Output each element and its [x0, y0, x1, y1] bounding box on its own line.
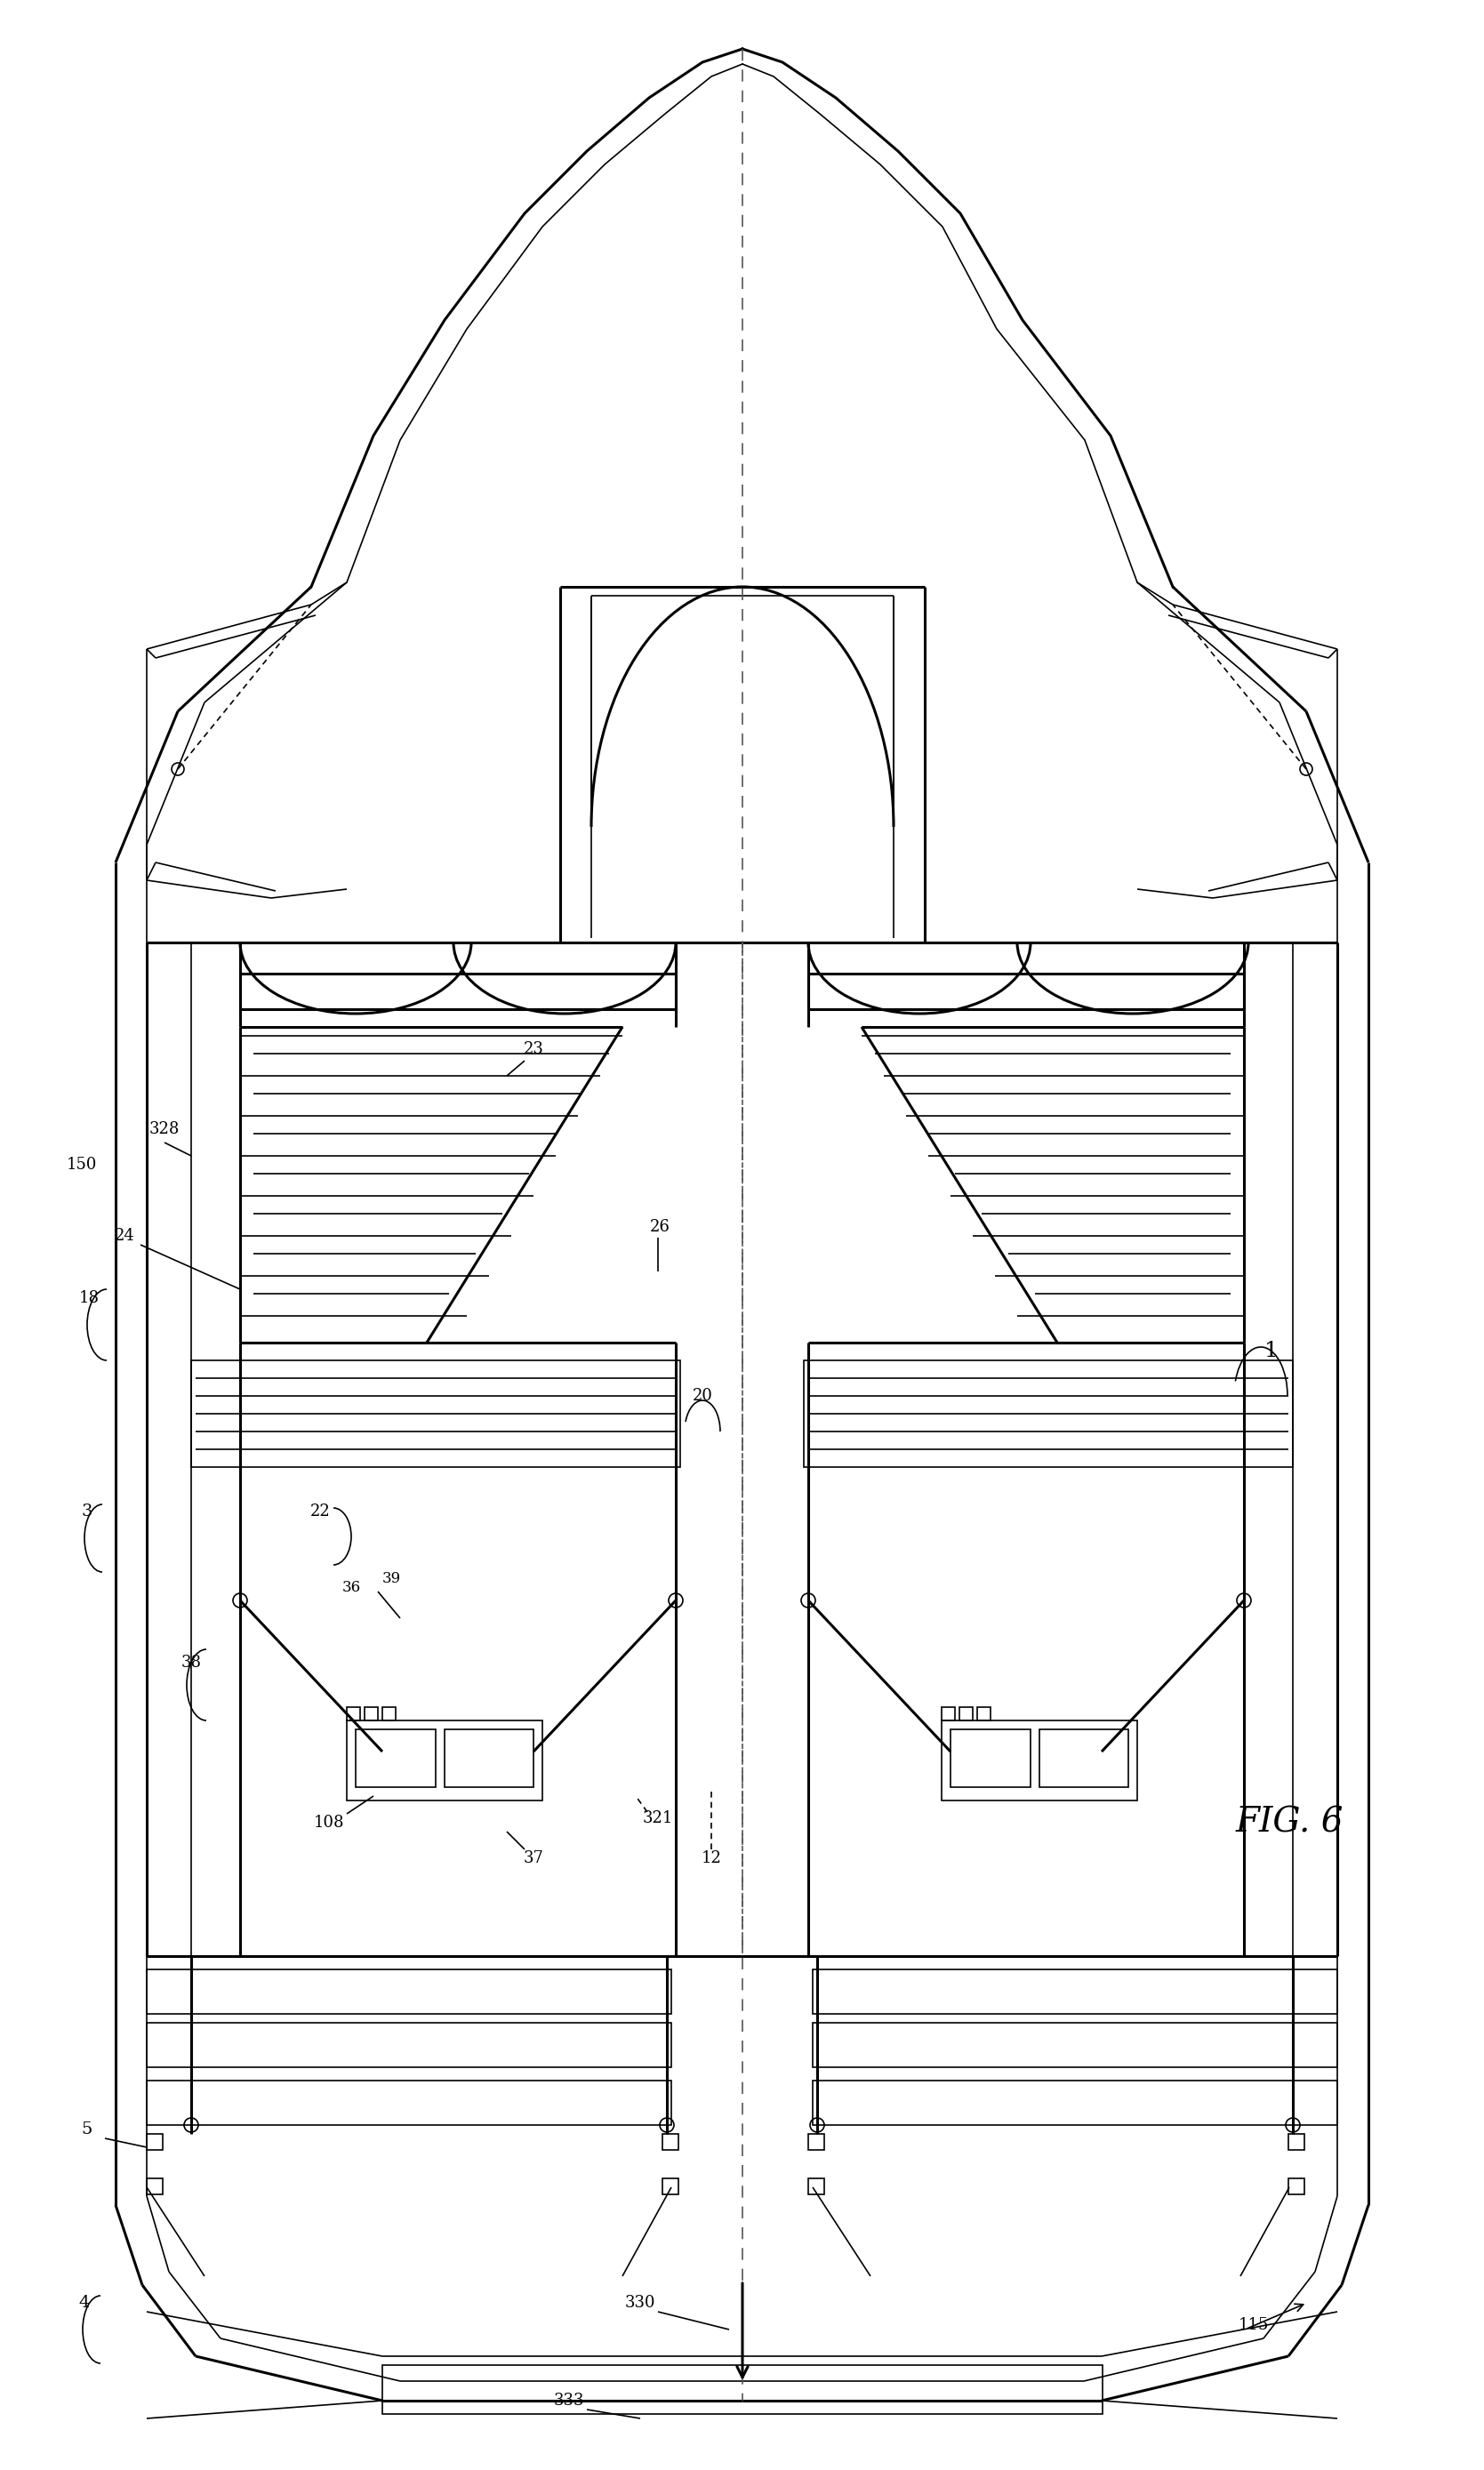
- Text: 24: 24: [114, 1228, 135, 1245]
- Bar: [976, 1707, 990, 1722]
- Text: 328: 328: [150, 1121, 180, 1136]
- Bar: [147, 2023, 671, 2067]
- Bar: [445, 1729, 533, 1788]
- Text: 4: 4: [79, 2295, 91, 2312]
- Bar: [951, 1729, 1030, 1788]
- Text: 18: 18: [79, 1289, 99, 1307]
- Text: 22: 22: [310, 1504, 331, 1519]
- Bar: [813, 2080, 1337, 2124]
- Bar: [147, 2179, 163, 2193]
- Bar: [809, 2179, 824, 2193]
- Bar: [365, 1707, 378, 1722]
- Text: 12: 12: [700, 1850, 721, 1867]
- Bar: [147, 1969, 671, 2013]
- Bar: [383, 1707, 396, 1722]
- Text: FIG. 6: FIG. 6: [1235, 1806, 1343, 1840]
- Bar: [813, 2023, 1337, 2067]
- Bar: [1288, 2179, 1304, 2193]
- Bar: [942, 1707, 954, 1722]
- Text: 108: 108: [313, 1815, 344, 1830]
- Text: 36: 36: [341, 1578, 361, 1596]
- Bar: [347, 1707, 361, 1722]
- Text: 321: 321: [643, 1811, 674, 1825]
- Text: 150: 150: [67, 1156, 96, 1173]
- Text: 115: 115: [1239, 2317, 1269, 2334]
- Bar: [1039, 1729, 1128, 1788]
- Text: 38: 38: [181, 1655, 202, 1670]
- Bar: [1288, 2134, 1304, 2149]
- Text: 20: 20: [692, 1388, 712, 1403]
- Bar: [147, 2134, 163, 2149]
- Bar: [356, 1729, 436, 1788]
- Text: 1: 1: [1264, 1341, 1279, 1361]
- Bar: [662, 2134, 678, 2149]
- Text: 23: 23: [524, 1042, 543, 1057]
- Text: 333: 333: [554, 2393, 585, 2408]
- Bar: [191, 1361, 680, 1467]
- Bar: [959, 1707, 972, 1722]
- Text: 3: 3: [82, 1504, 92, 1519]
- Bar: [809, 2134, 824, 2149]
- Bar: [942, 1722, 1137, 1801]
- Bar: [662, 2179, 678, 2193]
- Bar: [804, 1361, 1293, 1467]
- Bar: [347, 1722, 542, 1801]
- Bar: [813, 1969, 1337, 2013]
- Text: 26: 26: [650, 1220, 669, 1235]
- Text: 37: 37: [524, 1850, 543, 1867]
- Text: 5: 5: [82, 2122, 92, 2137]
- Bar: [383, 2366, 1103, 2413]
- Bar: [147, 2080, 671, 2124]
- Text: 330: 330: [625, 2295, 656, 2312]
- Text: 39: 39: [381, 1571, 401, 1586]
